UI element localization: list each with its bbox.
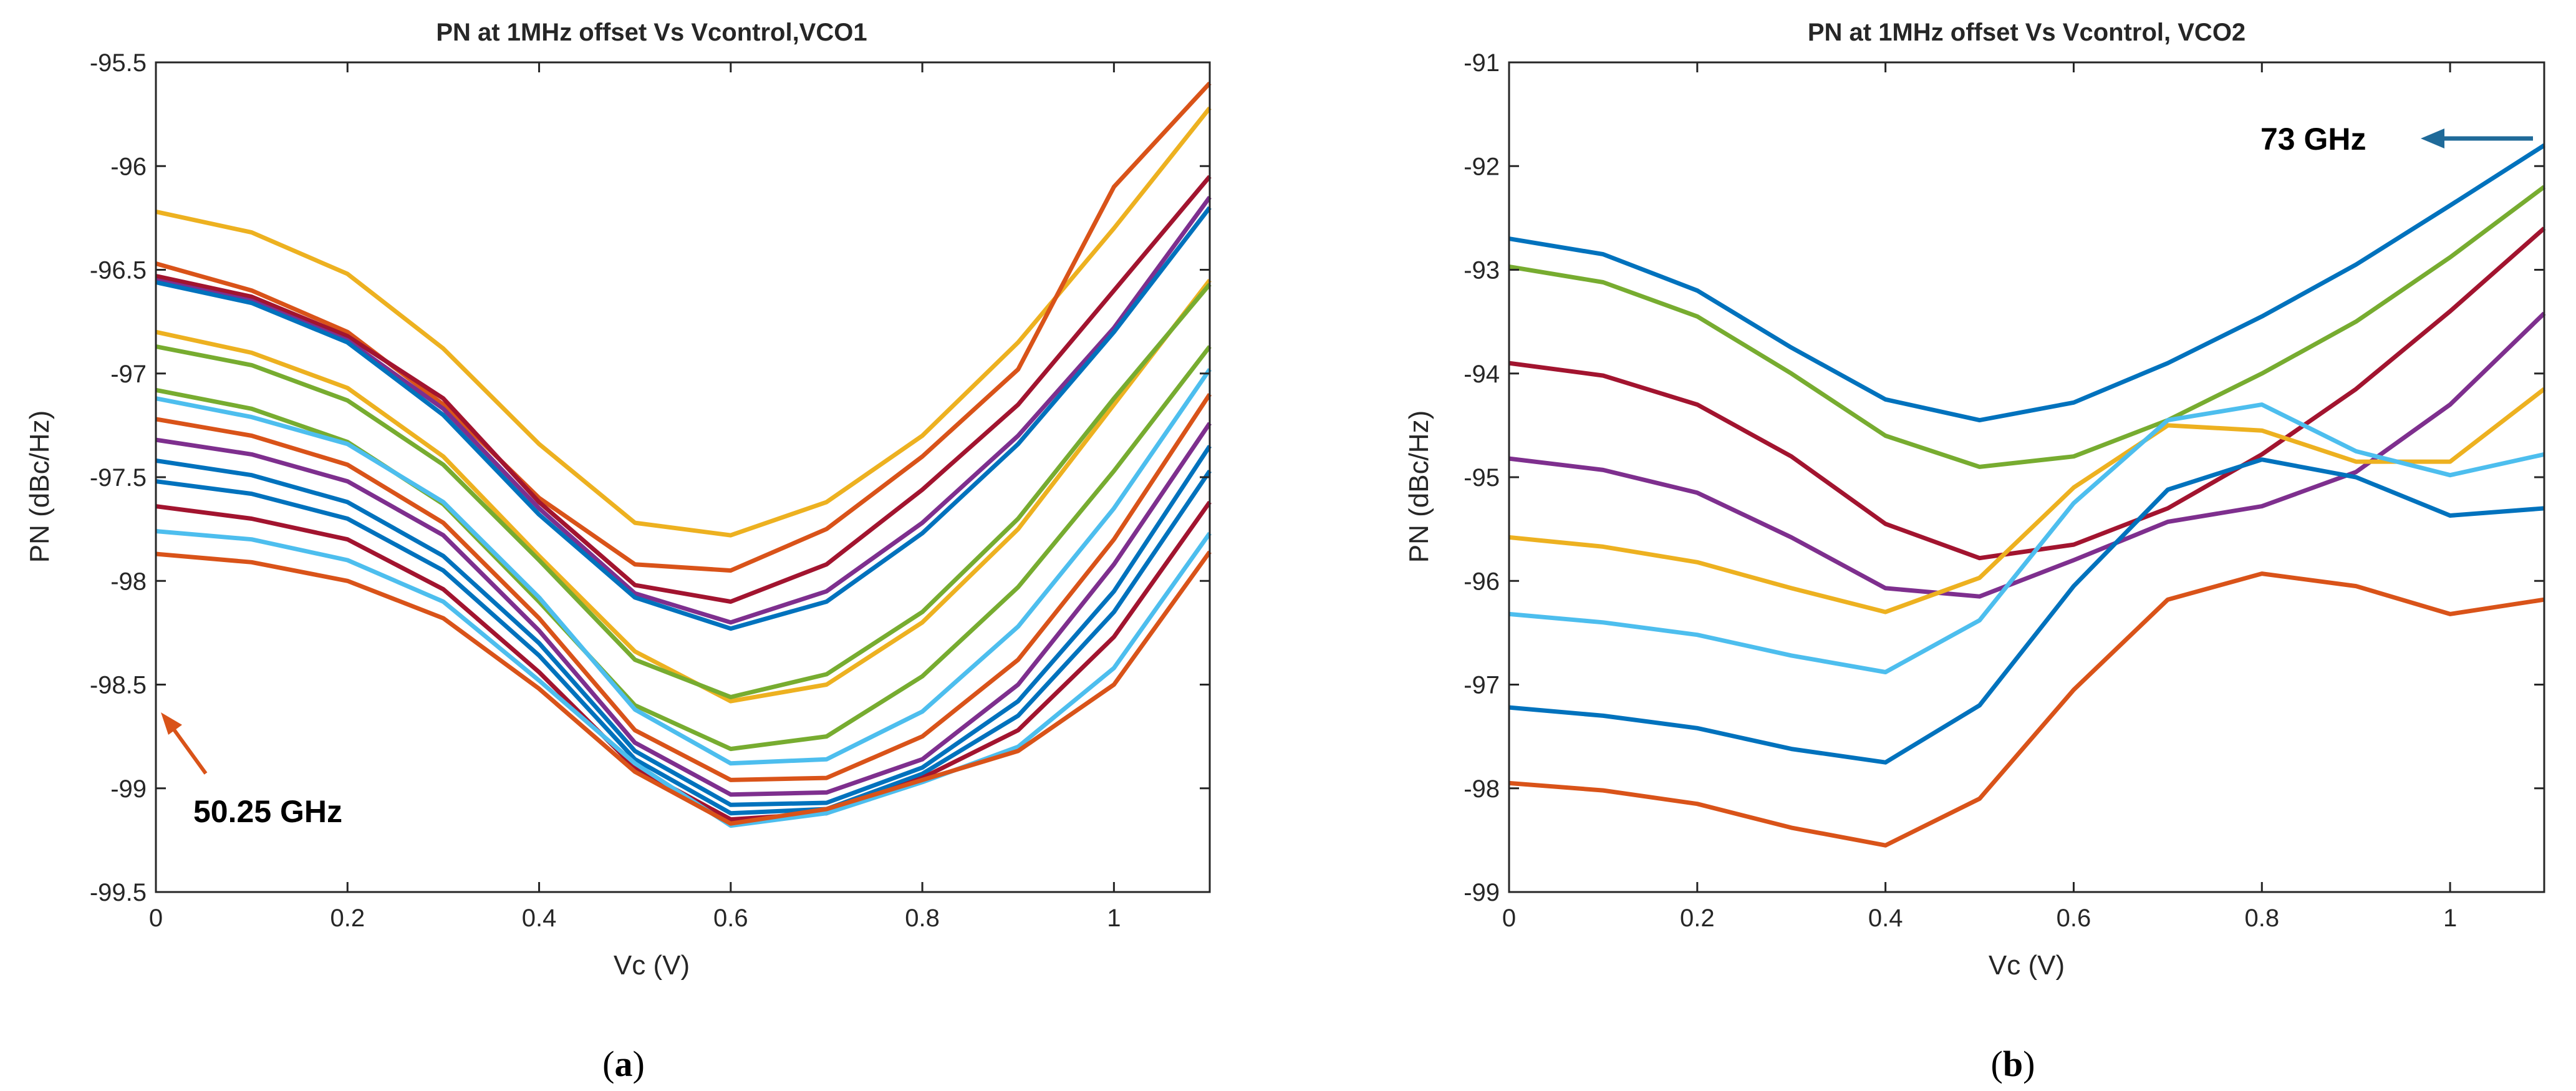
chart-a-ticks: 0 0.2 0.4 0.6 0.8 1 -95.5 -96 -96.5 -97 -97.5 -98 -9… [90,49,1210,932]
chart-a-title: PN at 1MHz offset Vs Vcontrol,VCO1 [436,19,867,46]
chart-b-annotation-arrow-head [2421,128,2444,148]
chart-a-annotation-label: 50.25 GHz [193,794,342,829]
chart-a-y-tick-label: -98 [110,568,147,595]
caption-b: (b) [1991,1044,2035,1084]
chart-b-y-tick-label: -91 [1464,49,1500,77]
chart-b-series-line-t7 [1508,457,2545,765]
chart-b-x-axis-label: Vc (V) [1989,950,2065,981]
chart-b-x-tick-label: 0.2 [1680,904,1715,932]
chart-a-y-tick-label: -97.5 [90,464,147,492]
chart-a-series-line-s11 [155,422,1212,797]
chart-b-x-tick-label: 0.8 [2244,904,2279,932]
chart-a-series-group [155,81,1212,828]
chart-a-y-axis-label: PN (dBc/Hz) [24,410,55,563]
chart-b-y-axis-label: PN (dBc/Hz) [1404,410,1434,563]
chart-a-y-tick-label: -99 [110,775,147,803]
chart-a-series-line-s8 [155,345,1212,752]
caption-b-letter: b [2003,1044,2023,1084]
chart-a-series-line-s15 [155,529,1212,828]
chart-a-y-tick-label: -96.5 [90,257,147,284]
chart-a-annotation-arrow-head [161,712,182,735]
chart-b-x-tick-label: 0.6 [2057,904,2091,932]
chart-a-series-line-s16 [155,550,1212,826]
chart-b-y-tick-label: -99 [1464,879,1500,906]
caption-a-letter: a [615,1044,633,1084]
chart-b-series-line-t5 [1508,387,2546,614]
chart-a-y-tick-label: -97 [110,361,147,388]
chart-a-axes-box [155,61,1211,893]
chart-b-title: PN at 1MHz offset Vs Vcontrol, VCO2 [1808,19,2246,46]
chart-b-series-line-t1 [1508,143,2545,423]
chart-b-y-tick-label: -97 [1464,672,1500,699]
chart-a-x-tick-label: 0.4 [522,904,557,932]
chart-a-y-tick-label: -96 [110,153,147,180]
chart-b-series-line-t6 [1508,402,2545,674]
chart-b-x-tick-label: 0.4 [1868,904,1903,932]
chart-a-annotation: 50.25 GHz [161,712,342,829]
chart-a-series-line-s10 [155,393,1212,782]
chart-b: PN at 1MHz offset Vs Vcontrol, VCO2 PN (… [1404,19,2546,981]
chart-b-ticks: 0 0.2 0.4 0.6 0.8 1 -91 -92 -93 -94 -95 -96 -97 -98 -9… [1464,49,2544,932]
chart-a-y-tick-label: -98.5 [90,672,147,699]
chart-b-series-line-t8 [1508,571,2545,848]
chart-b-axes-box [1508,61,2545,893]
chart-a-series-line-s3 [155,175,1212,604]
chart-b-series-line-t2 [1508,185,2546,469]
chart-b-y-tick-label: -98 [1464,775,1500,803]
chart-b-y-tick-label: -96 [1464,568,1500,595]
chart-a-series-line-s13 [155,470,1212,816]
chart-a-x-tick-label: 0.8 [905,904,940,932]
chart-a-x-tick-label: 0.2 [330,904,365,932]
chart-a-series-line-s9 [155,368,1212,766]
chart-a-x-tick-label: 1 [1107,904,1121,932]
chart-b-series-group [1508,143,2546,848]
chart-a-y-tick-label: -99.5 [90,879,147,906]
chart-a-series-line-s12 [155,445,1212,807]
chart-b-x-tick-label: 1 [2443,904,2457,932]
chart-b-x-tick-label: 0 [1502,904,1516,932]
chart-b-y-tick-label: -95 [1464,464,1500,492]
caption-a: (a) [602,1044,645,1084]
chart-a-x-tick-label: 0 [149,904,163,932]
chart-a-series-line-s1 [155,106,1212,538]
chart-a-x-tick-label: 0.6 [713,904,748,932]
chart-b-y-tick-label: -93 [1464,257,1500,284]
chart-a-x-axis-label: Vc (V) [614,950,690,981]
chart-b-annotation: 73 GHz [2260,122,2533,157]
chart-a-series-line-s5 [155,206,1212,631]
chart-b-y-tick-label: -92 [1464,153,1500,180]
chart-a-series-line-s2 [155,81,1212,573]
chart-b-y-tick-label: -94 [1464,361,1500,388]
chart-a-annotation-arrow-line [168,722,208,775]
chart-a-series-line-s7 [155,283,1212,699]
chart-a-y-tick-label: -95.5 [90,49,147,77]
chart-a: PN at 1MHz offset Vs Vcontrol,VCO1 PN (d… [24,19,1212,981]
chart-b-series-line-t3 [1508,226,2546,561]
chart-b-annotation-label: 73 GHz [2260,122,2366,157]
